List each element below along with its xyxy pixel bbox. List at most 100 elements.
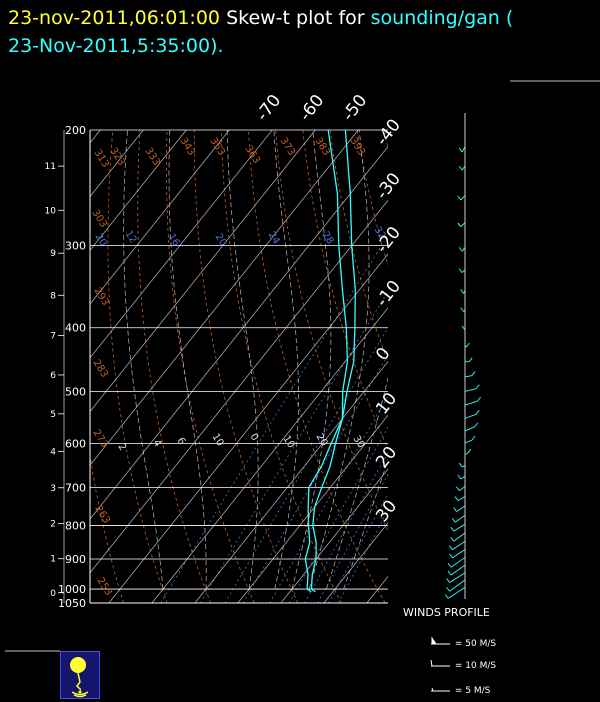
isotherm-line xyxy=(90,130,359,466)
wind-barb xyxy=(464,439,473,444)
temperature-tick-label: -70 xyxy=(252,91,285,125)
wind-barb-feather xyxy=(474,422,479,427)
wind-barb-feather xyxy=(446,586,450,592)
temperature-tick-label: -30 xyxy=(372,169,405,203)
moist-adiabat-label: 20 xyxy=(313,432,329,449)
isotherm-line xyxy=(194,361,388,603)
moist-adiabat-line xyxy=(273,130,299,590)
height-tick-label: 6 xyxy=(50,371,56,381)
wind-barb-feather xyxy=(475,409,480,415)
pressure-tick-label: 300 xyxy=(65,240,86,253)
moist-adiabat-label: 10 xyxy=(280,434,296,451)
wind-barb xyxy=(450,557,466,568)
mixing-ratio-lines xyxy=(160,245,388,603)
pressure-tick-label: 700 xyxy=(65,481,86,494)
wind-barb xyxy=(461,246,466,252)
dry-adiabat-line xyxy=(248,130,386,603)
height-tick-label: 11 xyxy=(45,162,56,172)
mixing-ratio-label: 10 xyxy=(209,432,225,449)
dry-adiabat-line xyxy=(383,130,388,151)
wind-barb xyxy=(463,290,466,294)
isotherm-line xyxy=(323,522,388,603)
isobars xyxy=(90,129,388,590)
dry-adiabat-line xyxy=(493,130,600,603)
height-tick-label: 9 xyxy=(50,249,56,259)
wind-barb xyxy=(460,195,466,201)
dry-adiabat-line xyxy=(439,130,600,603)
dewpoint-trace xyxy=(304,130,349,593)
wind-legend-10: = 10 M/S xyxy=(430,658,496,671)
pressure-tick-label: 1000 xyxy=(58,583,86,596)
wind-barb-feather xyxy=(460,307,464,312)
mixing-ratio-line xyxy=(160,245,382,603)
wind-barb xyxy=(452,540,466,551)
wind-barb xyxy=(456,505,466,512)
wind-barb-feather xyxy=(449,545,453,550)
dry-adiabats xyxy=(90,130,600,603)
plot-frame xyxy=(58,130,388,604)
wind-barb xyxy=(464,388,477,392)
wind-barb-feather xyxy=(453,507,457,512)
height-tick-label: 4 xyxy=(50,447,56,457)
wind-barb xyxy=(447,586,466,599)
wind-barb-feather xyxy=(458,147,463,153)
pressure-tick-label: 400 xyxy=(65,322,86,335)
title-source: sounding/gan ( xyxy=(370,7,514,29)
theta-label: 373 xyxy=(277,136,296,158)
wind-barb xyxy=(461,146,466,153)
decorations xyxy=(5,80,600,652)
height-tick-label: 7 xyxy=(50,331,56,341)
isotherm-line xyxy=(90,199,388,574)
dry-adiabat-line xyxy=(221,130,342,603)
wind-legend-10-label: = 10 M/S xyxy=(454,661,497,671)
wind-barb xyxy=(461,165,466,171)
isotherm-line xyxy=(410,130,600,603)
wind-barb-feather xyxy=(458,165,463,171)
wind-barb-feather xyxy=(471,435,476,441)
mixing-ratio-label: 28 xyxy=(319,230,335,247)
wind-barb-feather xyxy=(450,526,455,532)
wind-barb-feather xyxy=(457,474,462,480)
height-tick-label: 1 xyxy=(50,555,56,565)
wind-legend-5-label: = 5 M/S xyxy=(454,686,491,696)
title-date: 23-nov-2011,06:01:00 xyxy=(8,7,221,29)
height-tick-label: 2 xyxy=(50,520,56,530)
mixing-ratio-line xyxy=(337,509,388,603)
isotherm-line xyxy=(90,130,316,413)
wind-barb xyxy=(461,465,466,468)
wind-barb-feather xyxy=(458,268,463,273)
dry-adiabat-line xyxy=(107,130,168,603)
winds-profile-title: WINDS PROFILE xyxy=(403,606,490,619)
wind-barb xyxy=(464,452,469,455)
wind-barb-feather xyxy=(456,486,460,491)
wind-barb-10-icon xyxy=(430,659,450,667)
moist-adiabat-label: 30 xyxy=(350,434,366,451)
sounding-traces xyxy=(304,130,356,593)
wind-barb-feather xyxy=(451,517,456,523)
temperature-tick-label: 30 xyxy=(372,497,401,526)
wind-barb-feather xyxy=(477,396,481,402)
title-line2: 23-Nov-2011,5:35:00). xyxy=(8,35,224,57)
dry-adiabat-line xyxy=(329,130,388,364)
mixing-ratio-line xyxy=(224,326,388,603)
temperature-tick-label: 10 xyxy=(372,389,401,418)
pressure-tick-label: 600 xyxy=(65,437,86,450)
wind-legend-50-label: = 50 M/S xyxy=(454,639,497,649)
wind-barb-feather xyxy=(458,462,463,468)
height-tick-label: 8 xyxy=(50,291,56,301)
isotherm-line xyxy=(90,130,273,359)
mixing-ratio-label: 24 xyxy=(265,230,281,247)
isotherm-line xyxy=(90,130,230,305)
isotherm-line xyxy=(90,130,187,251)
wind-barb-feather xyxy=(460,289,464,294)
wind-barb-feather xyxy=(466,342,470,348)
pressure-tick-label: 500 xyxy=(65,385,86,398)
wind-barb xyxy=(453,532,466,542)
chart-title: 23-nov-2011,06:01:00 Skew-t plot for sou… xyxy=(8,4,598,60)
wind-barb xyxy=(453,523,466,532)
isotherm-line xyxy=(108,253,388,603)
wind-barb xyxy=(461,269,466,273)
wind-barb xyxy=(464,375,473,378)
moist-adiabat-line xyxy=(326,376,388,590)
